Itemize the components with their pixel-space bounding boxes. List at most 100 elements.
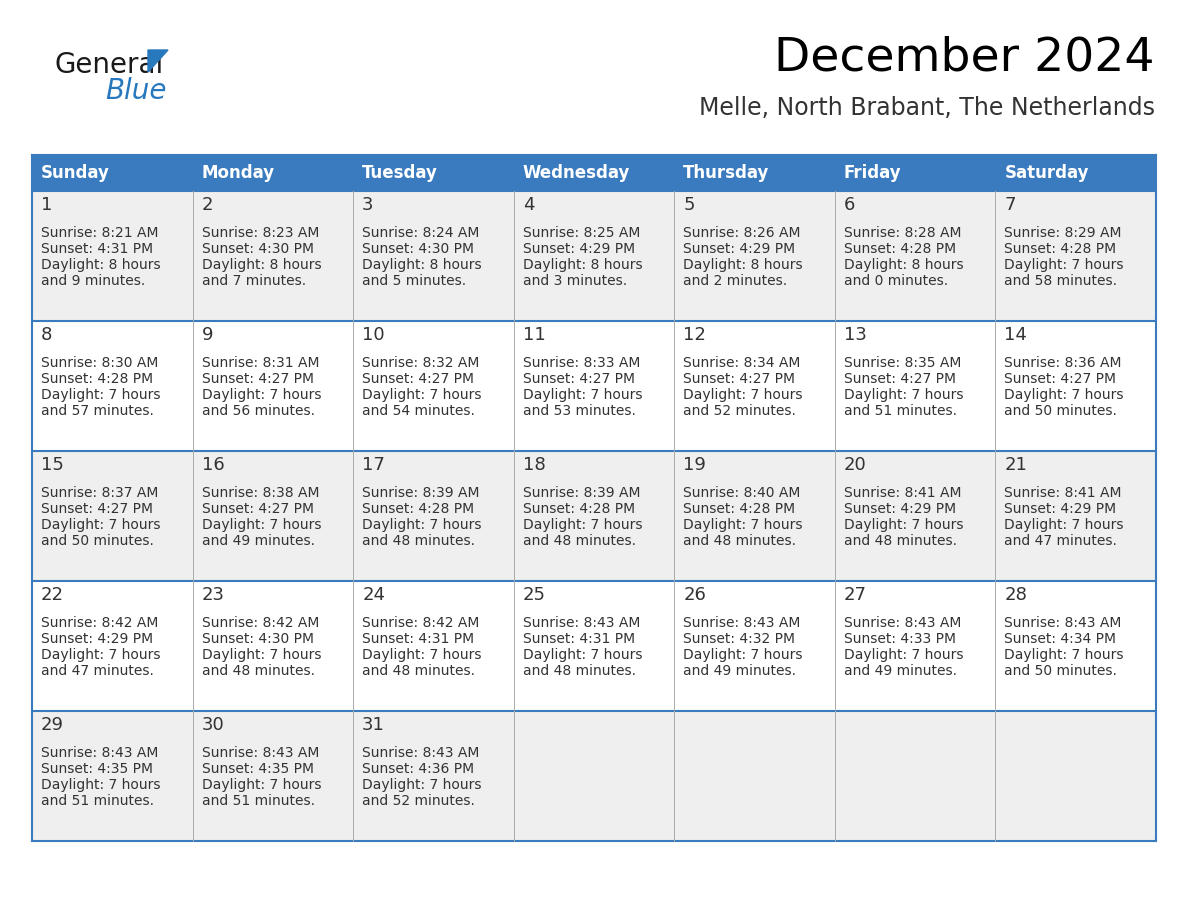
- Text: Sunset: 4:27 PM: Sunset: 4:27 PM: [1004, 372, 1117, 386]
- Text: Sunset: 4:35 PM: Sunset: 4:35 PM: [42, 762, 153, 776]
- Text: Sunrise: 8:43 AM: Sunrise: 8:43 AM: [1004, 616, 1121, 630]
- Text: 8: 8: [42, 326, 52, 344]
- Bar: [675, 155, 835, 191]
- Text: Daylight: 7 hours: Daylight: 7 hours: [362, 778, 481, 792]
- Text: 26: 26: [683, 586, 706, 604]
- Text: Sunrise: 8:31 AM: Sunrise: 8:31 AM: [202, 356, 320, 370]
- Text: 24: 24: [362, 586, 385, 604]
- Text: Sunset: 4:31 PM: Sunset: 4:31 PM: [523, 632, 634, 646]
- Bar: [32, 191, 1156, 321]
- Text: Sunset: 4:34 PM: Sunset: 4:34 PM: [1004, 632, 1117, 646]
- Text: Sunday: Sunday: [42, 164, 109, 182]
- Text: 28: 28: [1004, 586, 1028, 604]
- Text: Sunset: 4:28 PM: Sunset: 4:28 PM: [523, 502, 634, 516]
- Text: and 3 minutes.: and 3 minutes.: [523, 274, 627, 288]
- Text: Daylight: 8 hours: Daylight: 8 hours: [202, 258, 321, 272]
- Text: 11: 11: [523, 326, 545, 344]
- Text: 21: 21: [1004, 456, 1028, 474]
- Text: and 54 minutes.: and 54 minutes.: [362, 404, 475, 418]
- Polygon shape: [148, 50, 168, 72]
- Text: Sunset: 4:29 PM: Sunset: 4:29 PM: [1004, 502, 1117, 516]
- Text: and 48 minutes.: and 48 minutes.: [523, 664, 636, 678]
- Text: December 2024: December 2024: [775, 36, 1155, 81]
- Bar: [32, 451, 1156, 581]
- Text: General: General: [55, 51, 164, 79]
- Text: and 56 minutes.: and 56 minutes.: [202, 404, 315, 418]
- Text: Daylight: 7 hours: Daylight: 7 hours: [843, 388, 963, 402]
- Text: Daylight: 7 hours: Daylight: 7 hours: [1004, 258, 1124, 272]
- Text: Daylight: 8 hours: Daylight: 8 hours: [683, 258, 803, 272]
- Text: and 53 minutes.: and 53 minutes.: [523, 404, 636, 418]
- Text: Daylight: 7 hours: Daylight: 7 hours: [843, 518, 963, 532]
- Text: 27: 27: [843, 586, 867, 604]
- Text: Daylight: 7 hours: Daylight: 7 hours: [523, 648, 643, 662]
- Bar: [32, 711, 1156, 841]
- Text: Tuesday: Tuesday: [362, 164, 438, 182]
- Text: Friday: Friday: [843, 164, 902, 182]
- Text: and 2 minutes.: and 2 minutes.: [683, 274, 788, 288]
- Text: Sunrise: 8:39 AM: Sunrise: 8:39 AM: [523, 486, 640, 500]
- Text: Sunset: 4:29 PM: Sunset: 4:29 PM: [523, 242, 634, 256]
- Text: Sunset: 4:28 PM: Sunset: 4:28 PM: [1004, 242, 1117, 256]
- Text: 9: 9: [202, 326, 213, 344]
- Text: Sunset: 4:28 PM: Sunset: 4:28 PM: [843, 242, 956, 256]
- Text: and 49 minutes.: and 49 minutes.: [843, 664, 956, 678]
- Text: 10: 10: [362, 326, 385, 344]
- Text: Sunset: 4:27 PM: Sunset: 4:27 PM: [202, 502, 314, 516]
- Text: Sunset: 4:28 PM: Sunset: 4:28 PM: [683, 502, 796, 516]
- Text: Sunrise: 8:24 AM: Sunrise: 8:24 AM: [362, 226, 480, 240]
- Text: Daylight: 7 hours: Daylight: 7 hours: [843, 648, 963, 662]
- Text: Daylight: 7 hours: Daylight: 7 hours: [42, 648, 160, 662]
- Text: Sunset: 4:27 PM: Sunset: 4:27 PM: [202, 372, 314, 386]
- Text: 3: 3: [362, 196, 374, 214]
- Bar: [996, 155, 1156, 191]
- Text: Sunrise: 8:43 AM: Sunrise: 8:43 AM: [362, 746, 480, 760]
- Bar: [32, 581, 1156, 711]
- Bar: [513, 155, 675, 191]
- Bar: [835, 155, 996, 191]
- Text: 12: 12: [683, 326, 706, 344]
- Text: and 52 minutes.: and 52 minutes.: [683, 404, 796, 418]
- Text: Saturday: Saturday: [1004, 164, 1089, 182]
- Bar: [32, 155, 192, 191]
- Text: Sunset: 4:27 PM: Sunset: 4:27 PM: [523, 372, 634, 386]
- Text: Sunrise: 8:35 AM: Sunrise: 8:35 AM: [843, 356, 961, 370]
- Text: 19: 19: [683, 456, 706, 474]
- Text: and 0 minutes.: and 0 minutes.: [843, 274, 948, 288]
- Text: Sunrise: 8:32 AM: Sunrise: 8:32 AM: [362, 356, 480, 370]
- Text: and 51 minutes.: and 51 minutes.: [843, 404, 956, 418]
- Text: Daylight: 7 hours: Daylight: 7 hours: [202, 388, 321, 402]
- Text: Monday: Monday: [202, 164, 274, 182]
- Text: Sunrise: 8:28 AM: Sunrise: 8:28 AM: [843, 226, 961, 240]
- Text: Daylight: 7 hours: Daylight: 7 hours: [42, 388, 160, 402]
- Text: and 5 minutes.: and 5 minutes.: [362, 274, 466, 288]
- Text: Sunset: 4:29 PM: Sunset: 4:29 PM: [843, 502, 956, 516]
- Text: Daylight: 7 hours: Daylight: 7 hours: [1004, 388, 1124, 402]
- Text: Sunrise: 8:42 AM: Sunrise: 8:42 AM: [202, 616, 318, 630]
- Text: Sunrise: 8:41 AM: Sunrise: 8:41 AM: [1004, 486, 1121, 500]
- Text: Sunset: 4:27 PM: Sunset: 4:27 PM: [683, 372, 795, 386]
- Text: Sunrise: 8:23 AM: Sunrise: 8:23 AM: [202, 226, 318, 240]
- Text: Daylight: 7 hours: Daylight: 7 hours: [42, 518, 160, 532]
- Bar: [353, 155, 513, 191]
- Text: 15: 15: [42, 456, 64, 474]
- Text: Sunrise: 8:29 AM: Sunrise: 8:29 AM: [1004, 226, 1121, 240]
- Text: Sunrise: 8:43 AM: Sunrise: 8:43 AM: [843, 616, 961, 630]
- Text: 22: 22: [42, 586, 64, 604]
- Text: Sunset: 4:30 PM: Sunset: 4:30 PM: [362, 242, 474, 256]
- Text: Sunrise: 8:39 AM: Sunrise: 8:39 AM: [362, 486, 480, 500]
- Text: Daylight: 7 hours: Daylight: 7 hours: [683, 388, 803, 402]
- Text: and 48 minutes.: and 48 minutes.: [523, 534, 636, 548]
- Text: Daylight: 7 hours: Daylight: 7 hours: [362, 648, 481, 662]
- Text: and 48 minutes.: and 48 minutes.: [202, 664, 315, 678]
- Text: 1: 1: [42, 196, 52, 214]
- Text: Sunset: 4:27 PM: Sunset: 4:27 PM: [362, 372, 474, 386]
- Text: Sunset: 4:29 PM: Sunset: 4:29 PM: [683, 242, 796, 256]
- Text: and 51 minutes.: and 51 minutes.: [202, 794, 315, 808]
- Text: and 48 minutes.: and 48 minutes.: [362, 534, 475, 548]
- Text: 13: 13: [843, 326, 867, 344]
- Text: Sunset: 4:31 PM: Sunset: 4:31 PM: [42, 242, 153, 256]
- Text: Thursday: Thursday: [683, 164, 770, 182]
- Text: and 50 minutes.: and 50 minutes.: [1004, 664, 1117, 678]
- Text: Sunset: 4:28 PM: Sunset: 4:28 PM: [362, 502, 474, 516]
